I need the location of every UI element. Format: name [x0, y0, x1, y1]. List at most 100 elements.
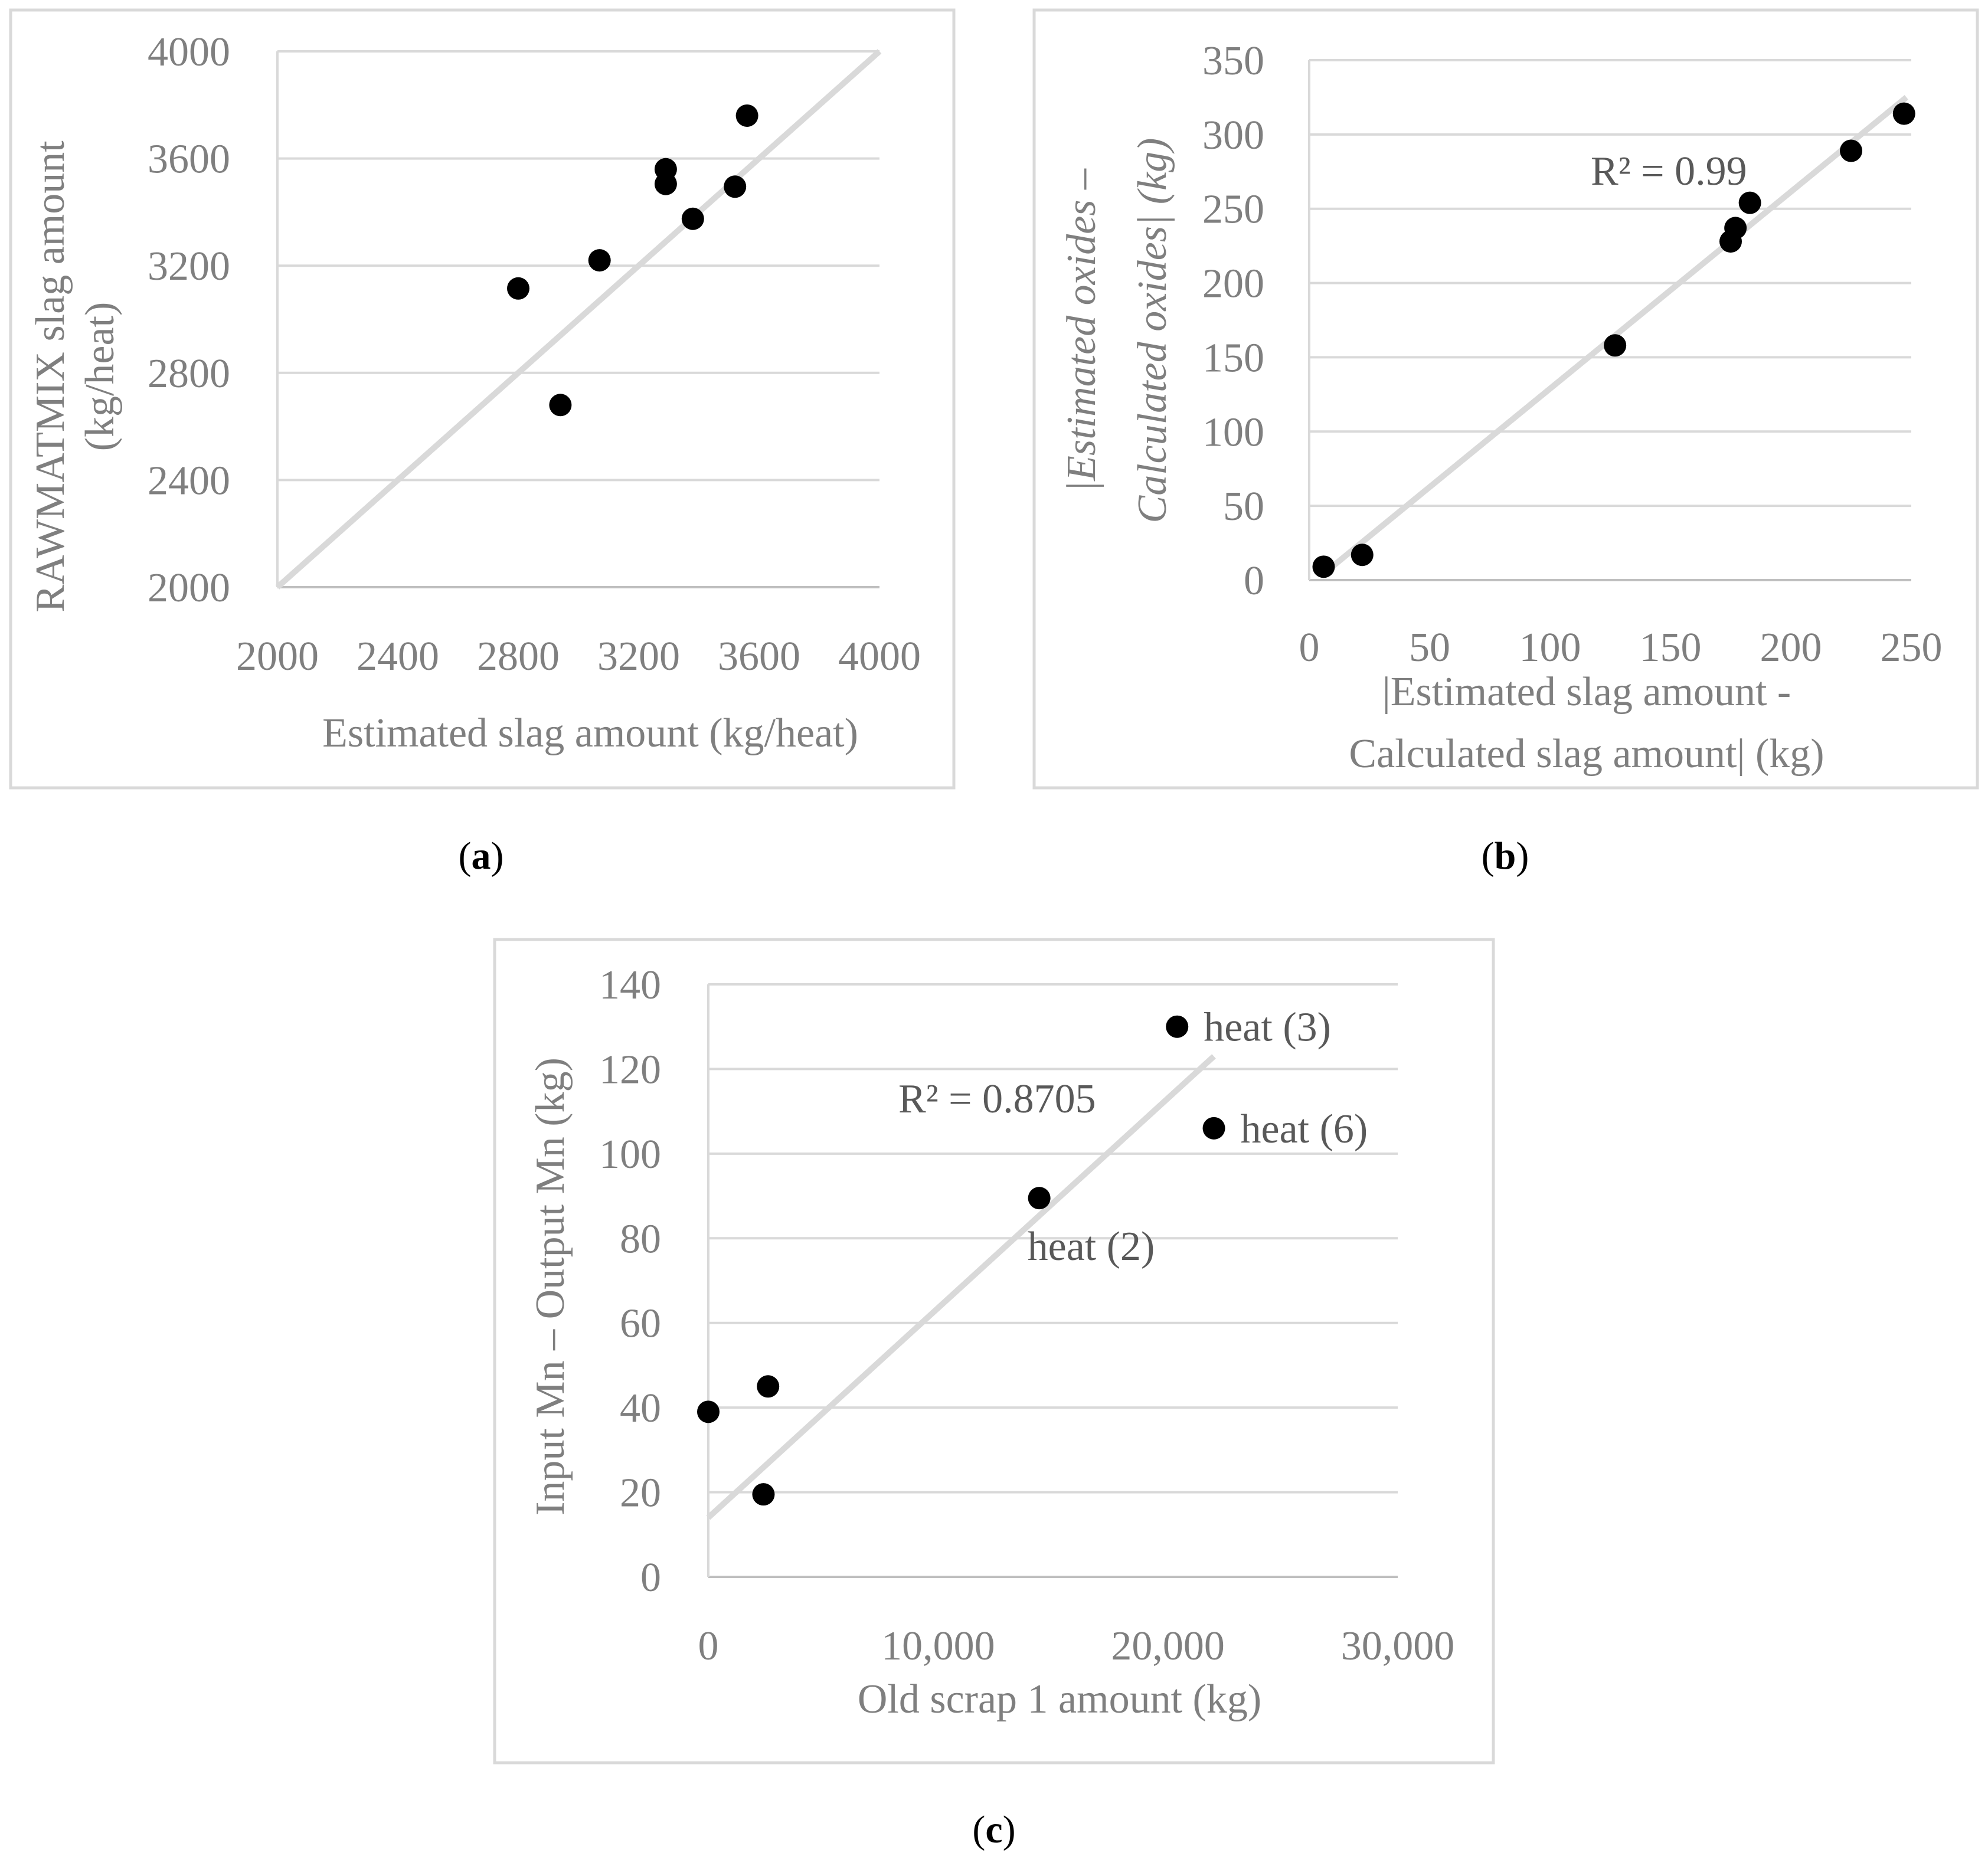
- b-y-tick-label: 150: [1202, 335, 1264, 381]
- c-data-point: [1202, 1117, 1225, 1140]
- panel-c-r2-label: R² = 0.8705: [898, 1076, 1096, 1122]
- a-x-tick-label: 2800: [477, 634, 560, 679]
- c-data-point: [1028, 1187, 1051, 1210]
- a-x-tick-label: 2000: [236, 634, 319, 679]
- a-x-tick-label: 2400: [357, 634, 439, 679]
- panel-b-y-axis-title-line1: |Estimated oxides –: [1059, 168, 1104, 492]
- panel-c-trendline: [706, 1054, 1216, 1520]
- panel-b-points: [1312, 102, 1915, 578]
- panel-b-gridlines: [1308, 59, 1911, 581]
- panel-c-x-axis-title: Old scrap 1 amount (kg): [858, 1677, 1261, 1722]
- b-data-point: [1604, 334, 1627, 357]
- b-x-tick-label: 100: [1519, 625, 1581, 670]
- panel-a: 2000 2400 2800 3200 3600 4000 2000 2400 2800 320…: [9, 8, 956, 790]
- panel-b-y-axis-title-line2: Calculated oxides| (kg): [1130, 138, 1175, 523]
- c-x-tick-label: 10,000: [881, 1623, 995, 1669]
- a-x-tick-label: 4000: [838, 634, 921, 679]
- caption-a: (a): [459, 834, 504, 878]
- a-data-point: [724, 175, 747, 198]
- panel-c-gridlines: [707, 983, 1398, 1578]
- b-data-point: [1351, 544, 1374, 567]
- panel-c: 0 20 40 60 80 100 120 140 0 10,000 20,000 30,000 h…: [493, 938, 1495, 1765]
- caption-c: (c): [972, 1808, 1015, 1851]
- b-x-tick-label: 0: [1299, 625, 1320, 670]
- b-y-tick-label: 200: [1202, 261, 1264, 307]
- b-x-tick-label: 200: [1760, 625, 1822, 670]
- c-data-point: [1166, 1015, 1189, 1038]
- b-y-tick-label: 50: [1223, 484, 1264, 529]
- c-y-tick-label: 140: [599, 963, 661, 1008]
- a-data-point: [654, 172, 677, 195]
- b-y-tick-label: 0: [1244, 558, 1264, 604]
- panel-c-annotations: heat (3) heat (6) heat (2): [1028, 1005, 1368, 1269]
- b-data-point: [1738, 191, 1761, 214]
- panel-c-y-tick-labels: 0 20 40 60 80 100 120 140: [599, 963, 661, 1600]
- a-y-tick-label: 2800: [148, 351, 230, 397]
- panel-a-y-axis-title-line1: RAWMATMIX slag amount: [28, 140, 73, 613]
- c-data-point: [757, 1375, 780, 1398]
- b-x-tick-label: 250: [1881, 625, 1943, 670]
- c-x-tick-label: 0: [698, 1623, 719, 1669]
- c-x-tick-label: 30,000: [1341, 1623, 1455, 1669]
- a-data-point: [507, 277, 529, 300]
- panel-a-x-tick-labels: 2000 2400 2800 3200 3600 4000: [236, 634, 921, 679]
- panel-c-x-tick-labels: 0 10,000 20,000 30,000: [698, 1623, 1455, 1669]
- b-x-tick-label: 150: [1640, 625, 1702, 670]
- c-point-annotation: heat (2): [1028, 1224, 1155, 1269]
- panel-b-y-tick-labels: 0 50 100 150 200 250 300 350: [1202, 38, 1264, 604]
- c-point-annotation: heat (3): [1204, 1005, 1331, 1050]
- panel-b-r2-label: R² = 0.99: [1591, 149, 1747, 194]
- a-y-tick-label: 2400: [148, 458, 230, 503]
- c-y-tick-label: 120: [599, 1047, 661, 1092]
- a-data-point: [735, 104, 758, 127]
- panel-b-frame: [1032, 8, 1979, 790]
- a-data-point: [549, 394, 572, 417]
- b-y-tick-label: 250: [1202, 187, 1264, 233]
- c-y-tick-label: 80: [620, 1216, 661, 1262]
- a-data-point: [681, 207, 704, 230]
- panel-a-frame: [9, 8, 956, 790]
- caption-b-letter: b: [1495, 834, 1516, 878]
- panel-c-frame: [493, 938, 1495, 1765]
- c-x-tick-label: 20,000: [1111, 1623, 1225, 1669]
- c-point-annotation: heat (6): [1241, 1107, 1368, 1152]
- a-x-tick-label: 3200: [597, 634, 680, 679]
- b-y-tick-label: 100: [1202, 410, 1264, 455]
- b-y-tick-label: 300: [1202, 113, 1264, 158]
- panel-a-trendline: [275, 49, 882, 590]
- panel-c-points: [697, 1015, 1225, 1506]
- c-y-tick-label: 60: [620, 1301, 661, 1347]
- b-x-tick-label: 50: [1409, 625, 1450, 670]
- c-y-tick-label: 100: [599, 1132, 661, 1177]
- panel-b-x-tick-labels: 0 50 100 150 200 250: [1299, 625, 1943, 670]
- c-y-tick-label: 20: [620, 1471, 661, 1516]
- b-data-point: [1892, 102, 1915, 125]
- b-y-tick-label: 350: [1202, 38, 1264, 84]
- panel-a-x-axis-title: Estimated slag amount (kg/heat): [322, 711, 858, 756]
- a-y-tick-label: 4000: [148, 30, 230, 75]
- panel-b-x-axis-title-line2: Calculated slag amount| (kg): [1349, 731, 1824, 777]
- b-data-point: [1840, 139, 1862, 162]
- a-y-tick-label: 3200: [148, 244, 230, 289]
- c-y-tick-label: 0: [640, 1555, 661, 1600]
- panel-a-points: [507, 104, 758, 417]
- c-data-point: [752, 1483, 775, 1506]
- panel-b-x-axis-title-line1: |Estimated slag amount -: [1382, 669, 1791, 715]
- caption-a-letter: a: [472, 834, 491, 878]
- panel-a-y-tick-labels: 2000 2400 2800 3200 3600 4000: [148, 30, 230, 611]
- a-y-tick-label: 2000: [148, 565, 230, 611]
- b-data-point: [1312, 555, 1335, 578]
- panel-a-y-axis-title-line2: (kg/heat): [77, 302, 123, 451]
- caption-c-letter: c: [985, 1808, 1002, 1851]
- caption-b: (b): [1482, 834, 1529, 878]
- panel-c-y-axis-title: Input Mn – Output Mn (kg): [528, 1058, 573, 1515]
- panel-b: 0 50 100 150 200 250 300 350 0 50 100 150 200 250 R²…: [1032, 8, 1979, 790]
- panel-a-gridlines: [276, 50, 879, 588]
- a-y-tick-label: 3600: [148, 137, 230, 182]
- b-data-point: [1724, 217, 1747, 240]
- c-y-tick-label: 40: [620, 1386, 661, 1431]
- c-data-point: [697, 1400, 720, 1423]
- a-data-point: [588, 249, 611, 272]
- a-x-tick-label: 3600: [718, 634, 800, 679]
